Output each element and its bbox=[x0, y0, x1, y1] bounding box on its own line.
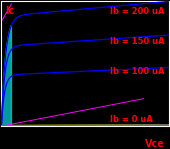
Text: Ib = 150 uA: Ib = 150 uA bbox=[110, 37, 165, 46]
Text: Ic: Ic bbox=[6, 6, 15, 16]
Polygon shape bbox=[1, 25, 11, 126]
Text: Ib = 200 uA: Ib = 200 uA bbox=[110, 7, 165, 16]
Text: Vce: Vce bbox=[145, 139, 165, 149]
Text: Ib = 100 uA: Ib = 100 uA bbox=[110, 67, 165, 76]
Text: Ib = 0 uA: Ib = 0 uA bbox=[110, 115, 153, 124]
